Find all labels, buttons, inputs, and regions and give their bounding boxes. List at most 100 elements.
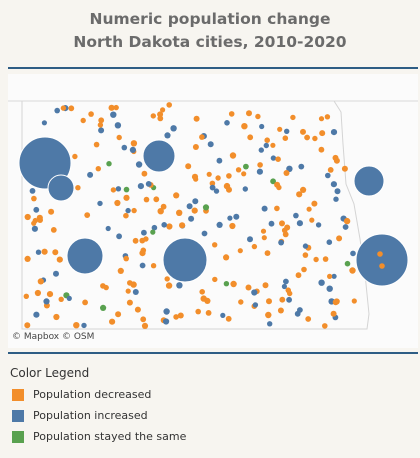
city-marker[interactable] xyxy=(242,186,248,192)
city-marker[interactable] xyxy=(58,296,64,302)
city-marker[interactable] xyxy=(259,123,265,130)
city-marker[interactable] xyxy=(261,235,267,241)
city-marker[interactable] xyxy=(125,288,131,294)
city-marker[interactable] xyxy=(343,217,351,225)
city-marker[interactable] xyxy=(290,114,296,121)
city-marker[interactable] xyxy=(349,267,356,274)
city-marker[interactable] xyxy=(137,183,144,190)
city-marker[interactable] xyxy=(277,307,284,314)
city-marker[interactable] xyxy=(56,256,63,263)
city-marker-large[interactable] xyxy=(162,237,208,283)
city-marker[interactable] xyxy=(176,282,183,289)
city-marker[interactable] xyxy=(60,105,67,111)
city-marker[interactable] xyxy=(284,224,291,231)
city-marker[interactable] xyxy=(283,170,290,176)
city-marker[interactable] xyxy=(166,102,172,108)
city-marker[interactable] xyxy=(160,107,166,113)
city-marker[interactable] xyxy=(129,146,136,153)
city-marker[interactable] xyxy=(213,188,220,194)
city-marker[interactable] xyxy=(192,144,199,150)
city-marker[interactable] xyxy=(195,308,201,315)
city-marker[interactable] xyxy=(24,255,31,262)
city-marker[interactable] xyxy=(296,191,303,198)
city-marker[interactable] xyxy=(97,200,103,207)
city-marker[interactable] xyxy=(73,322,80,329)
city-marker[interactable] xyxy=(377,251,383,257)
city-marker[interactable] xyxy=(226,173,232,179)
city-marker[interactable] xyxy=(351,298,357,304)
city-marker[interactable] xyxy=(331,273,337,279)
city-marker[interactable] xyxy=(305,316,312,322)
city-marker[interactable] xyxy=(98,127,105,134)
city-marker[interactable] xyxy=(125,207,131,214)
city-marker[interactable] xyxy=(46,291,54,298)
city-marker[interactable] xyxy=(82,299,88,306)
city-marker[interactable] xyxy=(326,239,333,245)
city-marker[interactable] xyxy=(75,185,81,191)
city-marker[interactable] xyxy=(37,278,44,285)
city-marker[interactable] xyxy=(220,312,226,318)
city-marker[interactable] xyxy=(235,167,242,173)
city-marker[interactable] xyxy=(116,134,122,141)
city-marker[interactable] xyxy=(139,250,146,257)
city-marker[interactable] xyxy=(116,233,122,240)
city-marker[interactable] xyxy=(258,147,264,153)
city-marker[interactable] xyxy=(163,308,170,315)
city-marker[interactable] xyxy=(202,204,210,211)
city-marker[interactable] xyxy=(322,256,329,262)
city-marker[interactable] xyxy=(130,140,138,147)
city-marker[interactable] xyxy=(87,171,94,178)
city-marker[interactable] xyxy=(264,250,271,256)
city-marker[interactable] xyxy=(93,141,100,148)
city-marker[interactable] xyxy=(132,289,139,295)
city-marker[interactable] xyxy=(164,276,170,282)
city-marker[interactable] xyxy=(41,248,48,255)
city-marker[interactable] xyxy=(302,252,309,258)
city-marker[interactable] xyxy=(333,196,339,202)
city-marker[interactable] xyxy=(238,299,244,305)
city-marker[interactable] xyxy=(139,237,146,244)
city-marker[interactable] xyxy=(199,289,205,295)
city-marker[interactable] xyxy=(165,282,173,289)
city-marker[interactable] xyxy=(153,196,160,203)
city-marker[interactable] xyxy=(247,236,253,243)
city-marker[interactable] xyxy=(318,146,325,153)
city-marker[interactable] xyxy=(123,194,130,201)
city-marker[interactable] xyxy=(132,237,139,244)
city-marker[interactable] xyxy=(285,288,291,294)
city-marker[interactable] xyxy=(342,224,349,230)
city-marker[interactable] xyxy=(330,129,338,136)
map-view[interactable]: © Mapbox © OSM xyxy=(8,74,418,348)
city-marker[interactable] xyxy=(322,323,328,329)
city-marker-large[interactable] xyxy=(142,139,176,173)
city-marker[interactable] xyxy=(237,248,243,254)
city-marker[interactable] xyxy=(330,181,337,188)
city-marker[interactable] xyxy=(135,161,143,168)
map-canvas[interactable] xyxy=(8,74,418,348)
city-marker[interactable] xyxy=(110,111,117,118)
city-marker[interactable] xyxy=(224,120,230,126)
city-marker-large[interactable] xyxy=(353,165,385,197)
city-marker[interactable] xyxy=(265,311,272,319)
city-marker[interactable] xyxy=(41,120,48,126)
city-marker[interactable] xyxy=(246,110,252,117)
city-marker[interactable] xyxy=(185,163,192,170)
city-marker[interactable] xyxy=(176,209,183,216)
city-marker[interactable] xyxy=(140,316,147,323)
city-marker[interactable] xyxy=(113,104,119,111)
city-marker[interactable] xyxy=(312,135,318,142)
city-marker[interactable] xyxy=(225,315,232,322)
city-marker[interactable] xyxy=(31,225,38,232)
city-marker[interactable] xyxy=(257,162,263,168)
city-marker[interactable] xyxy=(230,280,237,288)
city-marker[interactable] xyxy=(304,134,310,141)
city-marker[interactable] xyxy=(109,318,116,325)
city-marker[interactable] xyxy=(379,263,385,269)
city-marker[interactable] xyxy=(88,111,94,117)
city-marker[interactable] xyxy=(43,298,50,305)
city-marker[interactable] xyxy=(166,223,173,230)
city-marker[interactable] xyxy=(193,115,200,122)
city-marker[interactable] xyxy=(243,163,249,170)
city-marker[interactable] xyxy=(160,203,167,210)
city-marker[interactable] xyxy=(114,122,122,129)
